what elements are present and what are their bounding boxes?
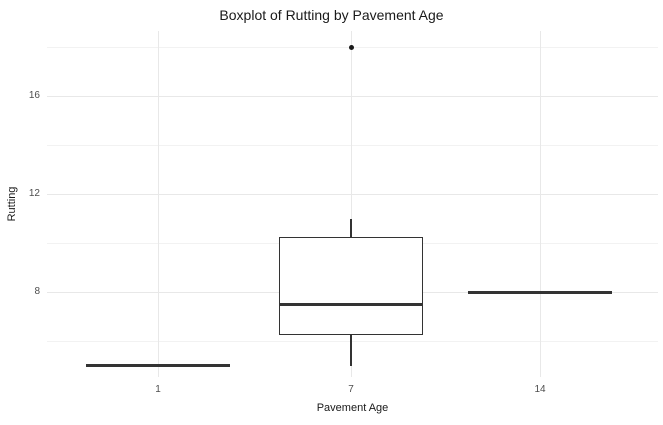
x-tick-label-14: 14 (534, 384, 546, 395)
median-line-age-14 (468, 290, 612, 294)
gridline-x-14 (540, 31, 541, 377)
gridline-y-major-12 (47, 194, 658, 195)
whisker-upper-age-7 (350, 218, 352, 237)
gridline-x-7 (351, 31, 352, 377)
median-line-age-7 (279, 302, 423, 306)
median-line-age-1 (86, 364, 230, 367)
plot-panel (47, 31, 658, 377)
gridline-x-1 (158, 31, 159, 377)
y-tick-label-12: 12 (28, 188, 40, 199)
gridline-y-minor-6 (47, 341, 658, 342)
gridline-y-major-16 (47, 96, 658, 97)
x-tick-label-7: 7 (348, 384, 354, 395)
y-tick-label-8: 8 (34, 286, 40, 297)
x-axis-title: Pavement Age (316, 402, 389, 414)
outlier-point-age-7-18 (348, 44, 354, 50)
box-age-7 (279, 236, 423, 335)
x-tick-label-1: 1 (155, 384, 161, 395)
gridline-y-minor-14 (47, 145, 658, 146)
y-tick-label-16: 16 (28, 90, 40, 101)
whisker-lower-age-7 (350, 334, 352, 366)
chart-title: Boxplot of Rutting by Pavement Age (219, 7, 444, 23)
